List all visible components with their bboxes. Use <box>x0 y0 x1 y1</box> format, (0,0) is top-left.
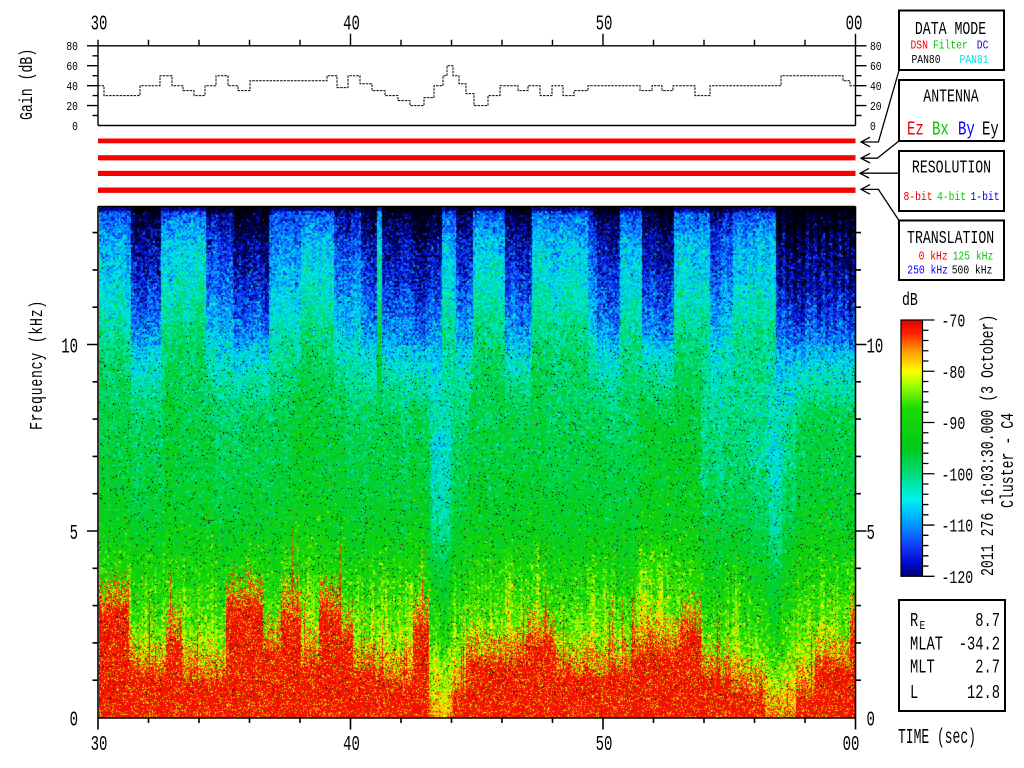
svg-text:2.7: 2.7 <box>975 656 1000 678</box>
svg-text:ANTENNA: ANTENNA <box>923 87 979 108</box>
svg-text:80: 80 <box>870 41 882 54</box>
svg-text:0: 0 <box>70 709 78 733</box>
svg-text:-100: -100 <box>942 466 974 487</box>
svg-text:40: 40 <box>870 81 882 94</box>
svg-text:E: E <box>920 620 926 633</box>
svg-text:-110: -110 <box>942 517 974 538</box>
svg-text:Cluster - C4: Cluster - C4 <box>998 413 1019 508</box>
svg-text:8.7: 8.7 <box>975 610 1000 632</box>
svg-text:Ey: Ey <box>982 119 999 141</box>
svg-text:L: L <box>910 682 918 704</box>
svg-text:-90: -90 <box>942 414 966 435</box>
svg-text:30: 30 <box>91 733 108 757</box>
svg-text:DSN: DSN <box>911 40 928 53</box>
svg-text:5: 5 <box>867 522 875 546</box>
svg-text:TRANSLATION: TRANSLATION <box>907 228 994 249</box>
svg-text:00: 00 <box>843 733 860 757</box>
svg-text:250 kHz: 250 kHz <box>907 265 948 278</box>
svg-text:20: 20 <box>870 101 882 114</box>
svg-text:00: 00 <box>846 13 863 37</box>
svg-text:5: 5 <box>70 522 78 546</box>
svg-text:Filter: Filter <box>933 40 968 53</box>
svg-text:DATA MODE: DATA MODE <box>915 19 986 40</box>
svg-text:Bx: Bx <box>932 119 949 141</box>
svg-text:8-bit: 8-bit <box>904 191 933 204</box>
svg-text:-34.2: -34.2 <box>959 633 1000 655</box>
svg-text:dB: dB <box>902 290 918 311</box>
svg-text:R: R <box>910 610 918 632</box>
svg-text:60: 60 <box>66 61 78 74</box>
svg-text:MLT: MLT <box>910 656 935 678</box>
svg-text:40: 40 <box>343 733 360 757</box>
svg-text:125 kHz: 125 kHz <box>953 251 994 264</box>
svg-text:PAN80: PAN80 <box>912 54 941 67</box>
svg-text:0 kHz: 0 kHz <box>919 251 948 264</box>
svg-text:0: 0 <box>867 709 875 733</box>
svg-text:0: 0 <box>72 121 78 134</box>
svg-text:MLAT: MLAT <box>910 633 943 655</box>
svg-text:40: 40 <box>343 13 360 37</box>
svg-text:50: 50 <box>596 733 613 757</box>
svg-text:2011 276 16:03:30.000 (3 Octob: 2011 276 16:03:30.000 (3 October) <box>978 315 999 576</box>
svg-text:20: 20 <box>66 101 78 114</box>
svg-text:DC: DC <box>977 40 989 53</box>
svg-text:By: By <box>958 119 975 141</box>
svg-text:-70: -70 <box>942 312 966 333</box>
svg-text:50: 50 <box>596 13 613 37</box>
svg-text:80: 80 <box>66 41 78 54</box>
svg-text:RESOLUTION: RESOLUTION <box>912 158 991 179</box>
svg-text:-120: -120 <box>942 568 974 589</box>
svg-text:0: 0 <box>870 121 876 134</box>
svg-text:Ez: Ez <box>907 119 924 141</box>
svg-text:1-bit: 1-bit <box>971 191 1000 204</box>
svg-text:Gain (dB): Gain (dB) <box>17 49 38 120</box>
svg-text:Frequency (kHz): Frequency (kHz) <box>27 300 48 430</box>
svg-text:40: 40 <box>66 81 78 94</box>
svg-text:PAN81: PAN81 <box>960 54 989 67</box>
svg-text:60: 60 <box>870 61 882 74</box>
svg-text:500 kHz: 500 kHz <box>952 265 993 278</box>
svg-text:12.8: 12.8 <box>967 682 1000 704</box>
svg-text:-80: -80 <box>942 363 966 384</box>
svg-text:10: 10 <box>61 336 78 360</box>
svg-text:4-bit: 4-bit <box>937 191 966 204</box>
svg-text:10: 10 <box>867 336 884 360</box>
svg-text:30: 30 <box>91 13 108 37</box>
svg-text:TIME (sec): TIME (sec) <box>898 727 976 750</box>
